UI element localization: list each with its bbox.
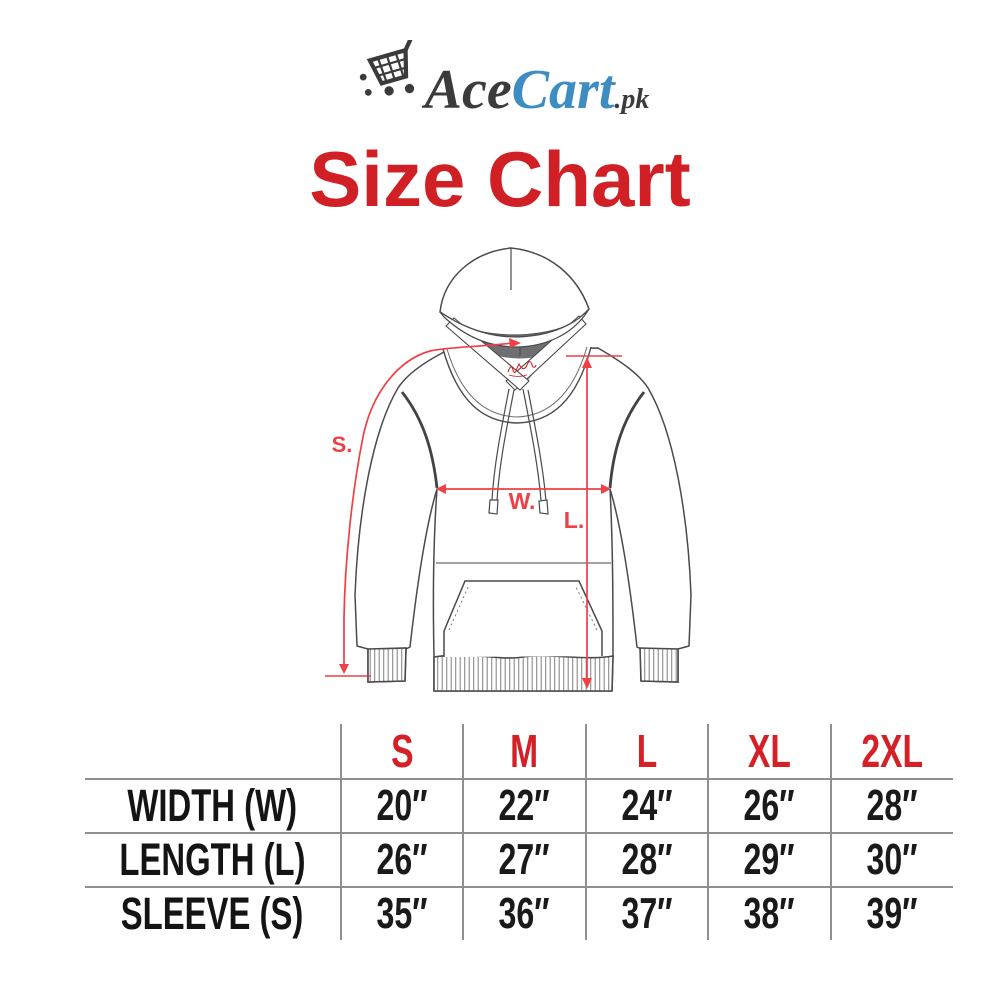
size-table-corner-cell bbox=[85, 724, 341, 779]
hoodie-measurement-diagram: S. W. L. bbox=[325, 247, 692, 692]
pocket-stitch-left bbox=[448, 584, 470, 631]
shopping-cart-icon bbox=[359, 40, 414, 96]
size-value-cell: 28″ bbox=[584, 832, 708, 887]
size-value-cell: 36″ bbox=[461, 886, 586, 940]
left-cuff bbox=[367, 647, 407, 683]
length-row: LENGTH (L) 26″ 27″ 28″ 29″ 30″ bbox=[85, 832, 953, 887]
size-value-cell: 28″ bbox=[829, 778, 953, 833]
brand-cart: Cart bbox=[511, 59, 615, 121]
hood bbox=[439, 247, 590, 338]
size-value-cell: 26″ bbox=[706, 778, 831, 833]
size-value-cell: 26″ bbox=[339, 832, 463, 887]
neckline-inner bbox=[446, 346, 588, 418]
sleeve-measure-line bbox=[343, 342, 514, 668]
row-label: LENGTH (L) bbox=[85, 832, 341, 887]
sleeve-row: SLEEVE (S) 35″ 36″ 37″ 38″ 39″ bbox=[85, 886, 953, 940]
brand-ace: Ace bbox=[424, 59, 512, 121]
size-value-cell: 37″ bbox=[584, 886, 708, 940]
brand-wordmark: AceCart.pk bbox=[425, 62, 650, 118]
right-cuff bbox=[639, 647, 679, 683]
page-title: Size Chart bbox=[309, 135, 691, 223]
pocket-stitch-right bbox=[574, 584, 598, 631]
row-label: SLEEVE (S) bbox=[85, 886, 341, 940]
size-value-cell: 24″ bbox=[584, 778, 708, 833]
left-armhole-seam bbox=[400, 391, 439, 489]
brand-logo: AceCart.pk bbox=[0, 40, 1000, 118]
size-value-cell: 22″ bbox=[461, 778, 586, 833]
right-armhole-seam bbox=[608, 391, 646, 489]
hood-brand-tag bbox=[507, 361, 537, 377]
width-label: W. bbox=[509, 488, 536, 514]
width-row: WIDTH (W) 20″ 22″ 24″ 26″ 28″ bbox=[85, 778, 953, 833]
size-column-header: 2XL bbox=[829, 724, 953, 779]
measurement-annotations: S. W. L. bbox=[325, 338, 622, 689]
size-column-header: L bbox=[584, 724, 708, 779]
size-value-cell: 27″ bbox=[461, 832, 586, 887]
length-label: L. bbox=[564, 507, 584, 533]
size-value-cell: 39″ bbox=[829, 886, 953, 940]
size-value-cell: 30″ bbox=[829, 832, 953, 887]
size-table-header-row: S M L XL 2XL bbox=[85, 724, 953, 779]
size-column-header: S bbox=[339, 724, 463, 779]
size-column-header: M bbox=[461, 724, 586, 779]
size-value-cell: 20″ bbox=[339, 778, 463, 833]
size-value-cell: 35″ bbox=[339, 886, 463, 940]
size-table: S M L XL 2XL WIDTH (W) 20″ 22″ 24″ 26″ 2… bbox=[85, 724, 953, 940]
hood-brim bbox=[439, 308, 590, 348]
size-column-header: XL bbox=[706, 724, 831, 779]
kangaroo-pocket bbox=[443, 580, 603, 657]
brand-tld: .pk bbox=[614, 84, 650, 115]
sleeve-label: S. bbox=[332, 432, 353, 457]
size-value-cell: 38″ bbox=[706, 886, 831, 940]
row-label: WIDTH (W) bbox=[85, 778, 341, 833]
size-value-cell: 29″ bbox=[706, 832, 831, 887]
